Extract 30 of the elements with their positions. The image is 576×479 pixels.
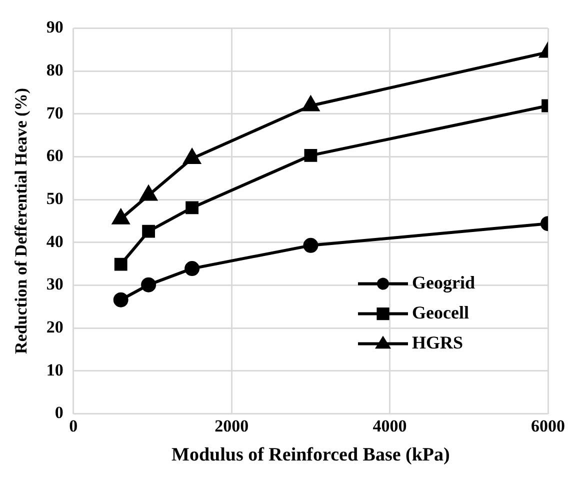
legend-label: Geocell [412,302,469,322]
x-axis-title: Modulus of Reinforced Base (kPa) [172,444,450,466]
y-tick-label: 20 [46,318,64,336]
point [186,201,198,214]
point [302,96,320,112]
point [304,149,318,162]
y-tick-label: 30 [46,274,64,294]
y-tick-label: 10 [46,360,64,380]
legend-label: HGRS [412,332,464,352]
y-axis-title: Reduction of Defferential Heave (%) [12,88,31,354]
y-tick-label: 70 [46,103,64,122]
y-tick-label: 90 [46,18,64,37]
y-tick-label: 40 [46,232,64,251]
point [113,292,128,308]
y-tick-label: 0 [54,403,64,422]
point [184,261,200,276]
x-tick-label: 4000 [372,416,407,436]
x-tick-label: 6000 [531,416,565,436]
x-tick-label: 2000 [214,416,249,436]
point [114,258,128,271]
y-tick-label: 80 [46,60,64,80]
point [142,224,155,238]
y-tick-label: 50 [46,188,64,208]
x-tick-label: 0 [69,416,78,436]
y-tick-label: 60 [46,146,64,166]
legend-label: Geogrid [412,272,475,292]
point [303,238,318,253]
point [140,186,157,201]
point [184,148,200,164]
point [141,277,156,292]
